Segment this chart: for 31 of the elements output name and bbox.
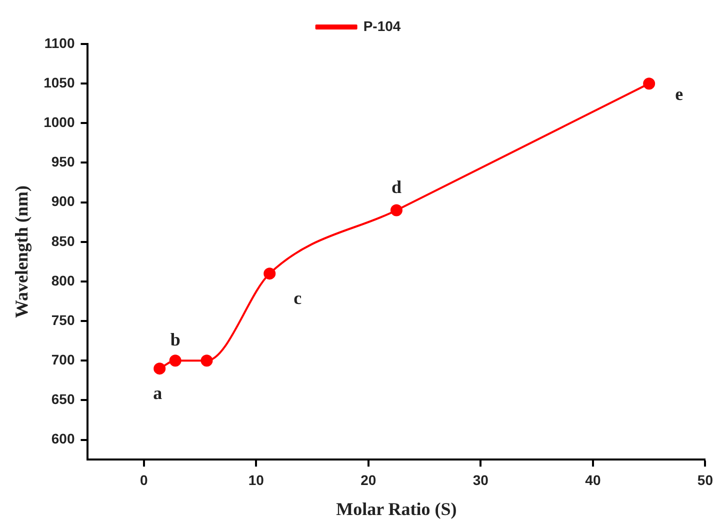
y-axis-title: Wavelength (nm) bbox=[11, 186, 32, 318]
point bbox=[200, 354, 213, 367]
y-tick-label: 850 bbox=[51, 232, 75, 249]
annotation: b bbox=[170, 329, 180, 350]
point bbox=[643, 78, 656, 90]
y-tick-label: 1100 bbox=[44, 34, 75, 51]
x-tick-label: 20 bbox=[360, 472, 376, 488]
x-tick-label: 10 bbox=[248, 472, 264, 488]
annotation: e bbox=[675, 84, 684, 104]
annotation: a bbox=[153, 383, 162, 404]
y-tick-label: 900 bbox=[51, 193, 75, 210]
y-tick-label: 950 bbox=[51, 154, 75, 170]
point bbox=[264, 268, 276, 280]
y-tick-label: 700 bbox=[51, 352, 75, 368]
y-tick-label: 650 bbox=[51, 391, 75, 408]
point bbox=[154, 362, 166, 375]
y-tick-label: 750 bbox=[51, 312, 75, 328]
legend-label: P-104 bbox=[363, 18, 401, 34]
annotation: c bbox=[294, 288, 302, 308]
y-tick-label: 600 bbox=[51, 430, 75, 447]
y-tick-label: 1050 bbox=[44, 74, 75, 90]
point bbox=[169, 354, 182, 367]
annotation: d bbox=[391, 176, 402, 197]
y-tick-label: 1000 bbox=[44, 114, 75, 130]
x-tick-label: 40 bbox=[585, 472, 601, 488]
point bbox=[390, 204, 402, 216]
x-axis-title: Molar Ratio (S) bbox=[336, 498, 457, 519]
x-tick-label: 30 bbox=[472, 472, 489, 488]
x-tick-label: 50 bbox=[697, 472, 714, 488]
x-tick-label: 0 bbox=[140, 472, 148, 488]
y-tick-label: 800 bbox=[51, 272, 75, 288]
